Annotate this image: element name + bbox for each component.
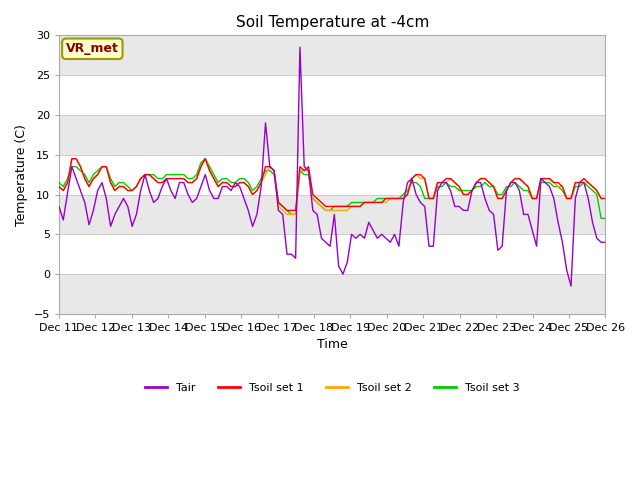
X-axis label: Time: Time (317, 338, 348, 351)
Bar (59, 234, 605, 274)
Bar (59, 36, 605, 75)
Bar (59, 75, 605, 115)
Text: VR_met: VR_met (66, 42, 119, 55)
Y-axis label: Temperature (C): Temperature (C) (15, 124, 28, 226)
Bar (59, 194, 605, 234)
Bar (59, 274, 605, 314)
Bar (59, 155, 605, 194)
Title: Soil Temperature at -4cm: Soil Temperature at -4cm (236, 15, 429, 30)
Bar (59, 115, 605, 155)
Legend: Tair, Tsoil set 1, Tsoil set 2, Tsoil set 3: Tair, Tsoil set 1, Tsoil set 2, Tsoil se… (140, 379, 524, 397)
